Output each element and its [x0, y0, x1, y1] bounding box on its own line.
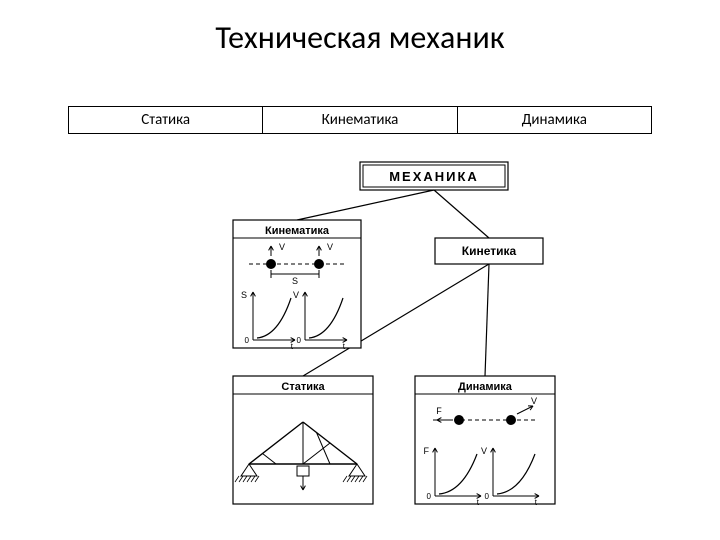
- tab-statika: Статика: [69, 107, 263, 133]
- svg-text:Кинематика: Кинематика: [265, 225, 330, 237]
- section-tabs: Статика Кинематика Динамика: [68, 106, 652, 134]
- svg-text:Статика: Статика: [281, 381, 325, 393]
- svg-text:V: V: [327, 242, 333, 252]
- svg-text:V: V: [293, 290, 299, 300]
- svg-text:V: V: [481, 446, 487, 456]
- svg-text:S: S: [292, 276, 298, 286]
- svg-text:0: 0: [297, 336, 302, 345]
- page-title: Техническая механик: [0, 18, 720, 57]
- svg-text:V: V: [279, 242, 285, 252]
- mechanics-tree-diagram: МЕХАНИКАКинематикаVVSSt0Vt0КинетикаСтати…: [135, 150, 585, 530]
- svg-text:Кинетика: Кинетика: [462, 244, 517, 258]
- svg-text:Динамика: Динамика: [458, 381, 513, 393]
- svg-text:МЕХАНИКА: МЕХАНИКА: [389, 169, 479, 184]
- svg-text:S: S: [241, 290, 247, 300]
- svg-text:F: F: [436, 406, 442, 416]
- svg-text:F: F: [424, 446, 430, 456]
- svg-text:0: 0: [485, 492, 490, 501]
- svg-text:0: 0: [427, 492, 432, 501]
- svg-text:0: 0: [245, 336, 250, 345]
- svg-text:V: V: [531, 396, 537, 406]
- tab-kinematika: Кинематика: [263, 107, 457, 133]
- tab-dinamika: Динамика: [458, 107, 651, 133]
